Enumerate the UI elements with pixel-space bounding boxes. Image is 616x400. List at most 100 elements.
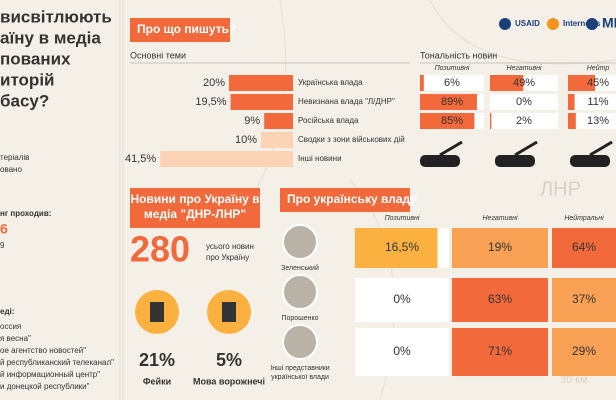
map-label: ЛНР xyxy=(540,178,581,200)
column-title: Позитивні xyxy=(385,214,420,222)
stat-icon xyxy=(150,302,164,322)
media-item: й информационный центр" xyxy=(0,370,100,379)
tone-cell xyxy=(490,113,558,129)
tone-value: 2% xyxy=(516,115,532,127)
tone-column: Позитивні xyxy=(435,64,470,72)
positive-bar xyxy=(355,228,438,268)
tone-value: 85% xyxy=(441,115,463,127)
cell xyxy=(452,328,548,376)
vehicle-icon xyxy=(514,140,538,157)
vehicle-icon xyxy=(420,155,460,167)
cell-value: 37% xyxy=(572,292,596,306)
tone-value: 49% xyxy=(513,77,535,89)
note: овано xyxy=(0,165,22,174)
cell-value: 0% xyxy=(393,292,411,306)
column-title: Нейтральні xyxy=(564,214,604,222)
tone-value: 13% xyxy=(587,115,609,127)
tone-bar xyxy=(420,113,475,129)
section-header: Про українську владу xyxy=(287,192,417,206)
logo-icon xyxy=(586,18,598,30)
person-name: Інші представники xyxy=(270,364,330,372)
cell xyxy=(552,278,616,322)
tone-cell xyxy=(420,75,484,91)
column-title: Основні теми xyxy=(130,50,186,60)
media-item: оссия xyxy=(0,322,21,331)
cell-value: 0% xyxy=(393,344,411,358)
stat-name: Мова ворожнечі xyxy=(193,376,265,386)
logo-icon xyxy=(547,18,559,30)
header-box xyxy=(280,188,410,212)
stat-value: 21% xyxy=(139,350,175,370)
stat-value: 5% xyxy=(216,350,242,370)
cell xyxy=(355,328,449,376)
title: иторій xyxy=(0,70,55,89)
cell xyxy=(452,278,548,322)
total: 280 xyxy=(130,229,190,270)
note: теріалів xyxy=(0,153,29,162)
header-box xyxy=(130,188,260,228)
portrait xyxy=(282,274,318,310)
total-caption: про Україну xyxy=(206,253,249,262)
cell xyxy=(452,228,548,268)
topic-bar xyxy=(264,113,293,129)
tone-bar xyxy=(420,75,424,91)
logo: МЕ xyxy=(602,15,616,31)
topic-name: Сводки з зони військових дій xyxy=(298,135,405,144)
date: 9 xyxy=(0,241,5,250)
portrait xyxy=(282,224,318,260)
tone-bar xyxy=(568,113,576,129)
media-title: еді: xyxy=(0,307,14,316)
tone-cell xyxy=(568,113,616,129)
title: басу? xyxy=(0,91,49,110)
total-caption: усього новин xyxy=(206,242,254,251)
logo: USAID xyxy=(515,19,540,28)
logo-icon xyxy=(499,18,511,30)
header-box xyxy=(130,18,230,42)
media-item: й республиканский телеканал" xyxy=(0,358,114,367)
title: аїну в медіа xyxy=(0,28,101,47)
topic-value: 41,5% xyxy=(125,153,156,165)
stat-icon xyxy=(222,302,236,322)
topic-value: 10% xyxy=(235,134,257,146)
topic-bar xyxy=(261,132,293,148)
media-item: и донецкой республики" xyxy=(0,382,90,391)
topic-name: Невизнана влада "Л/ДНР" xyxy=(298,97,395,106)
cell-value: 64% xyxy=(572,240,596,254)
tone-bar xyxy=(490,113,492,129)
person-name: Порошенко xyxy=(281,315,318,322)
logo: Internews xyxy=(563,19,601,28)
column-title: Негативні xyxy=(483,214,518,222)
media-item: ое агентство новостей" xyxy=(0,346,86,355)
cell-value: 19% xyxy=(488,240,512,254)
cell xyxy=(355,278,449,322)
tone-column: Негативні xyxy=(507,64,542,72)
portrait xyxy=(282,324,318,360)
tone-bar xyxy=(568,94,575,110)
topic-value: 20% xyxy=(203,77,225,89)
tone-cell xyxy=(568,94,616,110)
topic-bar xyxy=(160,151,293,167)
section-header: медіа "ДНР-ЛНР" xyxy=(144,207,246,221)
tone-bar xyxy=(420,94,477,110)
tone-bar xyxy=(490,75,524,91)
tone-column: Нейтр xyxy=(587,64,610,72)
monitoring-title: нг проходив: xyxy=(0,209,51,218)
column-title: Тональність новин xyxy=(420,50,497,60)
topic-value: 9% xyxy=(244,115,260,127)
section-header: Про що пишуть? xyxy=(137,22,236,36)
topic-name: Інші новини xyxy=(298,154,342,163)
tone-cell xyxy=(490,94,558,110)
tone-bar xyxy=(568,75,595,91)
map-label: 30 км xyxy=(560,374,588,386)
cell-value: 71% xyxy=(488,344,512,358)
tone-value: 0% xyxy=(516,96,532,108)
cell xyxy=(552,228,616,268)
topic-value: 19,5% xyxy=(195,96,226,108)
cell-value: 29% xyxy=(572,344,596,358)
stat-name: Фейки xyxy=(143,376,171,386)
topic-bar xyxy=(230,94,293,110)
tone-value: 11% xyxy=(587,96,608,108)
section-header: Новини про Україну в xyxy=(131,192,260,206)
person-name: української влади xyxy=(271,374,329,381)
